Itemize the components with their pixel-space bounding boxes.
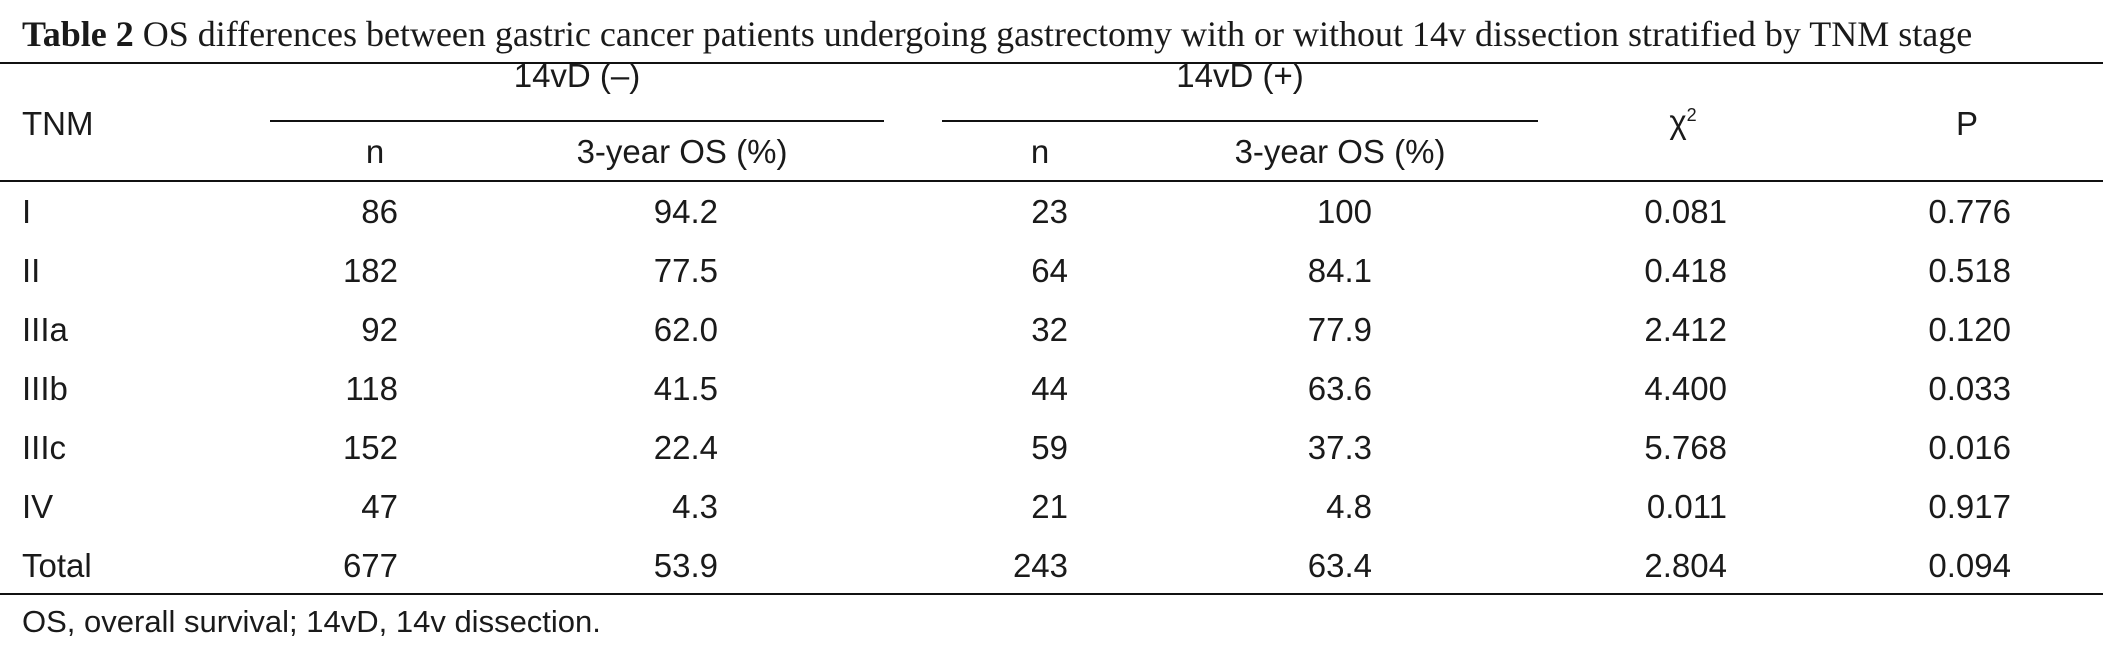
cell-os-minus: 62.0 bbox=[653, 311, 718, 348]
cell-n-plus: 64 bbox=[1031, 252, 1068, 289]
cell-n-plus: 23 bbox=[1031, 193, 1068, 230]
cell-chi2: 5.768 bbox=[1644, 429, 1727, 466]
cell-chi2: 2.412 bbox=[1644, 311, 1727, 348]
cell-p: 0.120 bbox=[1928, 311, 2011, 348]
cell-n-plus: 243 bbox=[1012, 547, 1068, 584]
group-plus-rule bbox=[942, 120, 1538, 122]
top-rule bbox=[0, 62, 2103, 64]
header-tnm: TNM bbox=[22, 105, 94, 142]
cell-os-plus: 63.4 bbox=[1307, 547, 1372, 584]
table-footnote: OS, overall survival; 14vD, 14v dissecti… bbox=[22, 604, 601, 639]
cell-os-plus: 100 bbox=[1316, 193, 1372, 230]
cell-p: 0.016 bbox=[1928, 429, 2011, 466]
cell-tnm: Total bbox=[22, 547, 92, 584]
cell-n-plus: 21 bbox=[1031, 488, 1068, 525]
header-p: P bbox=[1955, 105, 1979, 142]
cell-tnm: IIIc bbox=[22, 429, 67, 466]
cell-os-minus: 53.9 bbox=[653, 547, 718, 584]
cell-chi2: 4.400 bbox=[1644, 370, 1727, 407]
header-n-minus: n bbox=[365, 133, 385, 170]
cell-n-minus: 86 bbox=[361, 193, 398, 230]
cell-p: 0.917 bbox=[1928, 488, 2011, 525]
group-minus-rule bbox=[270, 120, 884, 122]
cell-tnm: IV bbox=[22, 488, 54, 525]
cell-tnm: II bbox=[22, 252, 41, 289]
cell-p: 0.033 bbox=[1928, 370, 2011, 407]
table-caption: Table 2 OS differences between gastric c… bbox=[22, 10, 2082, 58]
table-title: OS differences between gastric cancer pa… bbox=[142, 14, 1973, 54]
cell-n-minus: 182 bbox=[342, 252, 398, 289]
cell-n-minus: 118 bbox=[345, 370, 398, 407]
cell-os-plus: 84.1 bbox=[1307, 252, 1372, 289]
header-rule bbox=[0, 180, 2103, 182]
cell-os-plus: 77.9 bbox=[1307, 311, 1372, 348]
cell-tnm: IIIa bbox=[22, 311, 68, 348]
cell-p: 0.776 bbox=[1928, 193, 2011, 230]
cell-p: 0.094 bbox=[1928, 547, 2011, 584]
header-group-plus: 14vD (+) bbox=[1176, 57, 1304, 94]
cell-p: 0.518 bbox=[1928, 252, 2011, 289]
cell-chi2: 0.081 bbox=[1644, 193, 1727, 230]
cell-n-minus: 677 bbox=[342, 547, 398, 584]
cell-n-plus: 32 bbox=[1031, 311, 1068, 348]
cell-chi2: 0.418 bbox=[1644, 252, 1727, 289]
cell-n-plus: 59 bbox=[1031, 429, 1068, 466]
cell-os-minus: 4.3 bbox=[672, 488, 718, 525]
header-os-minus: 3-year OS (%) bbox=[576, 133, 788, 170]
header-chi-square: χ2 bbox=[1669, 103, 1697, 140]
cell-os-minus: 94.2 bbox=[653, 193, 718, 230]
cell-n-minus: 92 bbox=[361, 311, 398, 348]
cell-tnm: IIIb bbox=[22, 370, 68, 407]
cell-os-minus: 41.5 bbox=[653, 370, 718, 407]
cell-chi2: 0.011 bbox=[1646, 488, 1727, 525]
cell-os-minus: 22.4 bbox=[653, 429, 718, 466]
cell-os-plus: 37.3 bbox=[1307, 429, 1372, 466]
bottom-rule bbox=[0, 593, 2103, 595]
cell-n-minus: 47 bbox=[361, 488, 398, 525]
cell-os-plus: 4.8 bbox=[1326, 488, 1372, 525]
cell-chi2: 2.804 bbox=[1644, 547, 1727, 584]
cell-os-plus: 63.6 bbox=[1307, 370, 1372, 407]
cell-n-plus: 44 bbox=[1031, 370, 1068, 407]
cell-os-minus: 77.5 bbox=[653, 252, 718, 289]
cell-n-minus: 152 bbox=[342, 429, 398, 466]
table-label: Table 2 bbox=[22, 14, 134, 54]
header-group-minus: 14vD (–) bbox=[513, 57, 641, 94]
header-n-plus: n bbox=[1030, 133, 1050, 170]
header-os-plus: 3-year OS (%) bbox=[1234, 133, 1446, 170]
cell-tnm: I bbox=[22, 193, 32, 230]
